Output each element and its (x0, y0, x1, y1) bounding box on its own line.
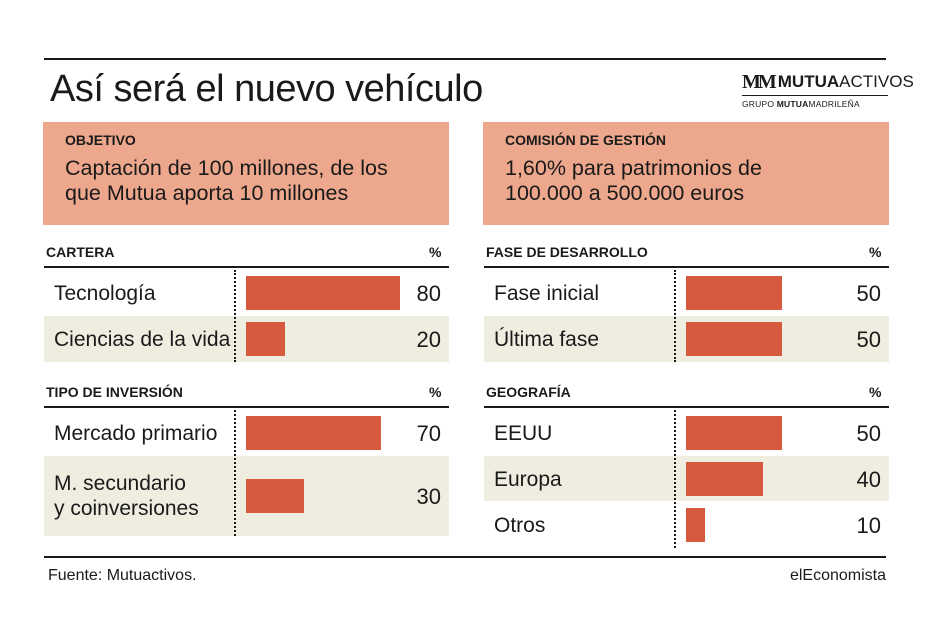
mutuactivos-logo: MM MUTUAACTIVOS GRUPO MUTUAMADRILEÑA (742, 71, 914, 109)
data-bar (686, 276, 783, 310)
objetivo-text: Captación de 100 millones, de los que Mu… (65, 156, 388, 205)
objetivo-box: OBJETIVO Captación de 100 millones, de l… (43, 122, 449, 225)
value-label: 70 (416, 420, 441, 446)
source-note: Fuente: Mutuactivos. (48, 567, 197, 584)
unit-label: % (869, 384, 882, 400)
value-label: 10 (856, 512, 881, 538)
value-label: 50 (856, 326, 881, 352)
chart-header-rule (44, 266, 449, 268)
category-label: Otros (494, 513, 546, 537)
value-label: 30 (416, 483, 441, 509)
value-label: 40 (856, 466, 881, 492)
label-bar-divider (234, 270, 236, 362)
label-bar-divider (674, 270, 676, 362)
label-bar-divider (674, 410, 676, 548)
unit-label: % (429, 244, 442, 260)
logo-rule (742, 95, 888, 96)
category-label: Tecnología (54, 281, 156, 305)
row-separator (484, 501, 889, 502)
chart-header-rule (44, 406, 449, 408)
category-label: Fase inicial (494, 281, 600, 305)
headline: Así será el nuevo vehículo (50, 68, 483, 110)
logo-mark: MM (742, 71, 777, 93)
data-bar (246, 322, 285, 356)
top-rule (44, 58, 886, 60)
row-separator (44, 455, 449, 456)
logo-name: MUTUAACTIVOS (777, 72, 914, 91)
data-bar (246, 416, 381, 450)
objetivo-title: OBJETIVO (65, 132, 136, 148)
data-bar (686, 322, 783, 356)
data-bar (686, 416, 783, 450)
chart-title: TIPO DE INVERSIÓN (46, 384, 183, 400)
unit-label: % (429, 384, 442, 400)
category-label: EEUU (494, 421, 553, 445)
unit-label: % (869, 244, 882, 260)
logo-subtitle: GRUPO MUTUAMADRILEÑA (742, 99, 860, 109)
value-label: 80 (416, 280, 441, 306)
chart-header-rule (484, 266, 889, 268)
category-label: Ciencias de la vida (54, 327, 231, 351)
row-separator (484, 455, 889, 456)
comision-text: 1,60% para patrimonios de 100.000 a 500.… (505, 156, 762, 205)
chart-header-rule (484, 406, 889, 408)
category-label: Europa (494, 467, 562, 491)
chart-title: FASE DE DESARROLLO (486, 244, 648, 260)
comision-box: COMISIÓN DE GESTIÓN 1,60% para patrimoni… (483, 122, 889, 225)
data-bar (246, 479, 304, 513)
data-bar (686, 508, 706, 542)
chart-title: CARTERA (46, 244, 115, 260)
data-bar (686, 462, 763, 496)
value-label: 50 (856, 420, 881, 446)
category-label: Mercado primario (54, 421, 218, 445)
chart-title: GEOGRAFÍA (486, 384, 571, 400)
value-label: 20 (416, 326, 441, 352)
row-separator (484, 315, 889, 316)
label-bar-divider (234, 410, 236, 536)
brand-credit: elEconomista (789, 567, 886, 584)
category-label: Última fase (494, 327, 600, 351)
bottom-rule (44, 556, 886, 558)
row-separator (44, 315, 449, 316)
data-bar (246, 276, 400, 310)
category-label: M. secundario y coinversiones (54, 472, 199, 520)
value-label: 50 (856, 280, 881, 306)
comision-title: COMISIÓN DE GESTIÓN (505, 132, 667, 148)
